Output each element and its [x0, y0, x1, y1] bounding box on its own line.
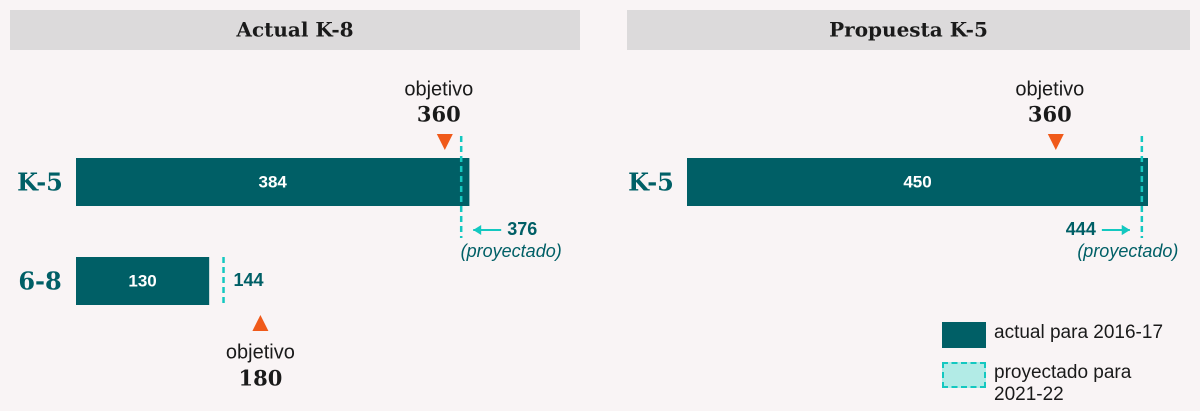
projected-label: (proyectado) [461, 241, 562, 261]
target-label: objetivo [404, 78, 473, 100]
projected-value: 376 [507, 219, 537, 239]
projected-arrow-head [473, 225, 482, 235]
target-marker [1047, 134, 1064, 150]
target-value: 360 [417, 102, 461, 127]
legend-label: actual para 2016-17 [994, 322, 1164, 343]
target-marker [252, 315, 269, 331]
category-label: 6-8 [18, 267, 61, 296]
legend-swatch [942, 322, 986, 348]
panel-header [10, 10, 580, 50]
target-label: objetivo [1015, 78, 1084, 100]
value-label: 384 [259, 172, 288, 191]
panel-title: Actual K-8 [235, 18, 353, 42]
target-value: 360 [1028, 102, 1072, 127]
projected-label: (proyectado) [1077, 241, 1178, 261]
bar [687, 158, 1148, 206]
projected-value: 144 [234, 270, 264, 290]
projected-value: 444 [1066, 219, 1096, 239]
category-label: K-5 [628, 168, 674, 197]
target-marker [436, 134, 453, 150]
category-label: K-5 [17, 168, 63, 197]
value-label: 130 [128, 271, 156, 290]
target-value: 180 [238, 366, 282, 391]
legend-swatch [942, 362, 986, 388]
bar [76, 257, 210, 305]
legend-item: actual para 2016-17 [942, 322, 1200, 348]
bar [76, 158, 470, 206]
legend-item: proyectado para 2021-22 [942, 362, 1200, 406]
legend: actual para 2016-17 proyectado para 2021… [942, 322, 1200, 411]
panel-title: Propuesta K-5 [829, 18, 988, 42]
projected-arrow-head [1121, 225, 1130, 235]
legend-label: proyectado para 2021-22 [994, 362, 1132, 405]
panel-header [627, 10, 1190, 50]
target-label: objetivo [226, 341, 295, 363]
value-label: 450 [903, 172, 931, 191]
